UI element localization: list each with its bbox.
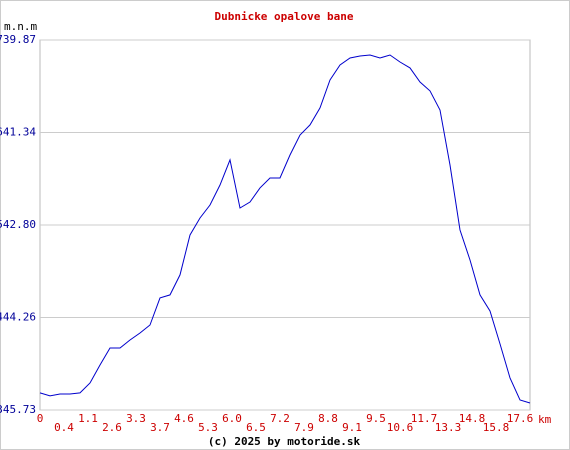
x-tick-label: 7.2 <box>270 412 290 425</box>
x-tick-label: 3.3 <box>126 412 146 425</box>
x-tick-label: 9.1 <box>342 421 362 434</box>
x-tick-label: 2.6 <box>102 421 122 434</box>
y-tick-label: 739.87 <box>0 33 36 46</box>
x-tick-label: 15.8 <box>483 421 510 434</box>
x-tick-label: 3.7 <box>150 421 170 434</box>
x-tick-label: 9.5 <box>366 412 386 425</box>
y-tick-label: 444.26 <box>0 311 36 324</box>
x-tick-label: 14.8 <box>459 412 486 425</box>
x-tick-label: 13.3 <box>435 421 462 434</box>
y-tick-label: 542.80 <box>0 218 36 231</box>
x-tick-label: 4.6 <box>174 412 194 425</box>
elevation-line <box>39 54 531 404</box>
x-tick-label: 6.0 <box>222 412 242 425</box>
chart-title: Dubnicke opalove bane <box>214 10 353 23</box>
x-tick-label: 8.8 <box>318 412 338 425</box>
x-tick-label: 5.3 <box>198 421 218 434</box>
y-axis-label: m.n.m <box>4 20 37 33</box>
x-tick-label: 6.5 <box>246 421 266 434</box>
x-tick-label: 11.7 <box>411 412 438 425</box>
x-tick-label: 7.9 <box>294 421 314 434</box>
y-tick-label: 641.34 <box>0 125 36 138</box>
x-tick-label: 1.1 <box>78 412 98 425</box>
footer: (c) 2025 by motoride.sk <box>208 435 361 448</box>
x-axis-label: km <box>538 413 552 426</box>
x-tick-label: 0.4 <box>54 421 74 434</box>
y-tick-label: 345.73 <box>0 403 36 416</box>
x-tick-label: 0 <box>37 412 44 425</box>
x-tick-label: 17.6 <box>507 412 534 425</box>
x-tick-label: 10.6 <box>387 421 414 434</box>
